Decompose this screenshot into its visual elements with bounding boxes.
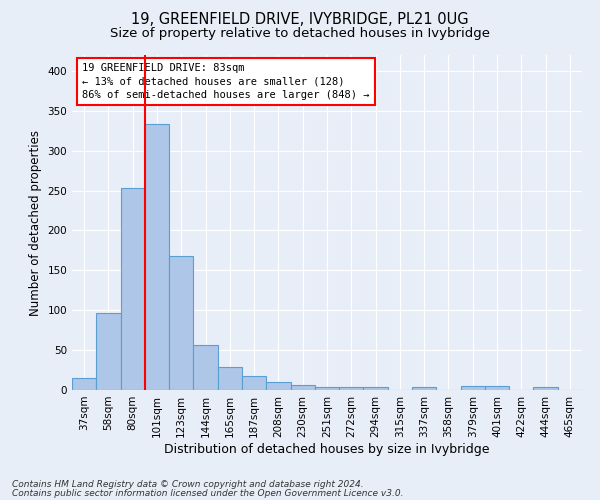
Text: 19 GREENFIELD DRIVE: 83sqm
← 13% of detached houses are smaller (128)
86% of sem: 19 GREENFIELD DRIVE: 83sqm ← 13% of deta… [82, 64, 370, 100]
Bar [461, 386, 485, 390]
Bar [290, 385, 315, 390]
Bar [121, 188, 145, 390]
Text: Contains HM Land Registry data © Crown copyright and database right 2024.: Contains HM Land Registry data © Crown c… [12, 480, 364, 489]
Bar [169, 256, 193, 390]
Bar [96, 314, 121, 390]
Bar [218, 367, 242, 390]
Bar [242, 376, 266, 390]
Text: 19, GREENFIELD DRIVE, IVYBRIDGE, PL21 0UG: 19, GREENFIELD DRIVE, IVYBRIDGE, PL21 0U… [131, 12, 469, 28]
Bar [339, 387, 364, 390]
Text: Contains public sector information licensed under the Open Government Licence v3: Contains public sector information licen… [12, 488, 404, 498]
X-axis label: Distribution of detached houses by size in Ivybridge: Distribution of detached houses by size … [164, 442, 490, 456]
Bar [72, 378, 96, 390]
Bar [266, 382, 290, 390]
Bar [193, 344, 218, 390]
Bar [533, 387, 558, 390]
Y-axis label: Number of detached properties: Number of detached properties [29, 130, 42, 316]
Text: Size of property relative to detached houses in Ivybridge: Size of property relative to detached ho… [110, 28, 490, 40]
Bar [485, 386, 509, 390]
Bar [145, 124, 169, 390]
Bar [364, 387, 388, 390]
Bar [315, 387, 339, 390]
Bar [412, 387, 436, 390]
